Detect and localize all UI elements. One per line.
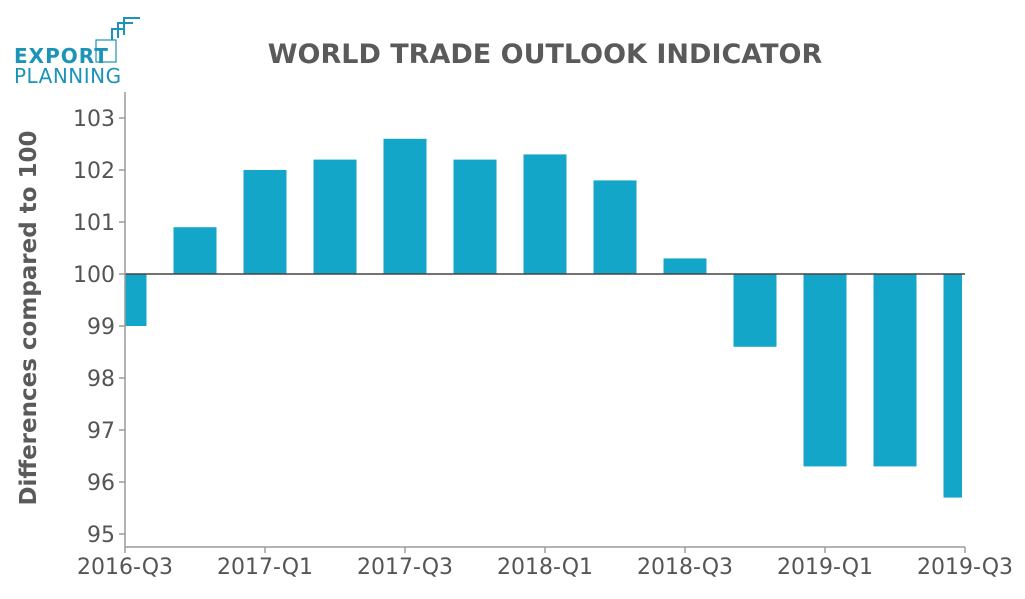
y-tick-label: 95 [87, 523, 115, 548]
bar-2017-q3 [383, 138, 427, 274]
bar-2019-q1 [803, 274, 847, 467]
bar-2016-q3 [125, 274, 147, 326]
y-tick-label: 96 [87, 471, 115, 496]
y-axis-label: Differences compared to 100 [16, 130, 42, 505]
bar-2019-q2 [873, 274, 917, 467]
x-tick-label-2018-q1: 2018-Q1 [497, 555, 593, 580]
bar-2018-q4 [733, 274, 777, 347]
x-tick-label-2019-q3: 2019-Q3 [917, 555, 1013, 580]
bar-2016-q4 [173, 227, 217, 274]
x-tick-label-2019-q1: 2019-Q1 [777, 555, 873, 580]
y-tick-label: 102 [73, 159, 115, 184]
y-tick-label: 101 [73, 211, 115, 236]
x-tick-label-2017-q1: 2017-Q1 [217, 555, 313, 580]
y-tick-label: 97 [87, 419, 115, 444]
logo-line-planning: PLANNING [14, 64, 122, 88]
y-tick-label: 100 [73, 263, 115, 288]
bar-2018-q1 [523, 154, 567, 274]
y-tick-label: 98 [87, 367, 115, 392]
bar-2018-q2 [593, 180, 637, 274]
x-tick-label-2017-q3: 2017-Q3 [357, 555, 453, 580]
logo-squares-icon [95, 17, 140, 63]
y-tick-label: 99 [87, 315, 115, 340]
bars-group [125, 138, 962, 498]
export-planning-logo: EXPORT PLANNING [14, 17, 140, 88]
x-tick-label-2018-q3: 2018-Q3 [637, 555, 733, 580]
bar-2019-q3 [943, 274, 962, 498]
bar-2018-q3 [663, 258, 707, 274]
chart-title: WORLD TRADE OUTLOOK INDICATOR [268, 39, 823, 70]
x-tick-label-2016-q3: 2016-Q3 [77, 555, 173, 580]
bar-2017-q4 [453, 159, 497, 274]
bar-2017-q1 [243, 170, 287, 274]
axes-group: 95 96 97 98 99 100 101 102 103 2016-Q3 2017-Q1 2017… [73, 92, 1013, 580]
logo-line-export: EXPORT [14, 44, 109, 68]
bar-2017-q2 [313, 159, 357, 274]
y-tick-label: 103 [73, 107, 115, 132]
